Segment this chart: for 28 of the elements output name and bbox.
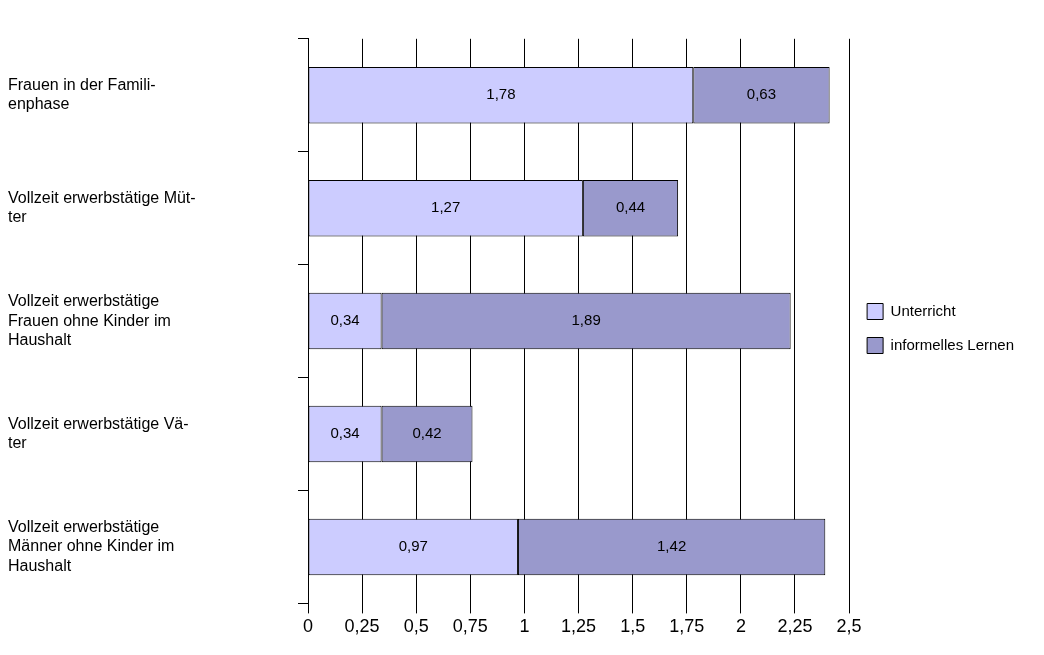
y-tick-label: Frauen in der Famili- enphase [8, 76, 156, 113]
y-tick-label: Vollzeit erwerbstätige Männer ohne Kinder im Haushalt [8, 518, 175, 574]
x-tick-label: 2,25 [777, 616, 813, 637]
data-label: 1,42 [657, 537, 687, 555]
x-tick-label: 0,25 [344, 616, 380, 637]
x-tick-label: 2 [735, 616, 746, 637]
data-label: 0,97 [398, 537, 428, 555]
legend-label: Unterricht [890, 301, 957, 319]
y-tick-label: Vollzeit erwerbstätige Müt- ter [8, 188, 196, 226]
data-label: 1,89 [571, 311, 601, 329]
data-label: 0,34 [330, 311, 360, 329]
data-label: 1,27 [431, 198, 461, 216]
x-tick-label: 2,5 [836, 616, 862, 637]
y-tick-label: Vollzeit erwerbstätige Vä- ter [8, 414, 189, 452]
legend-label: informelles Lernen [890, 335, 1015, 353]
x-tick-label: 0 [302, 616, 314, 637]
y-tick-label: Vollzeit erwerbstätige Frauen ohne Kinder im Haushalt [8, 292, 171, 348]
x-tick-label: 1,5 [620, 616, 646, 637]
data-label: 0,63 [746, 85, 777, 103]
x-tick-label: 0,75 [452, 616, 488, 637]
data-label: 1,78 [486, 85, 516, 103]
x-tick-label: 1,25 [561, 616, 597, 637]
data-label: 0,44 [615, 198, 646, 216]
data-label: 0,34 [330, 424, 360, 442]
x-tick-label: 0,5 [403, 616, 429, 637]
data-label: 0,42 [412, 424, 442, 442]
x-tick-label: 1 [519, 616, 530, 637]
x-tick-label: 1,75 [669, 616, 705, 637]
